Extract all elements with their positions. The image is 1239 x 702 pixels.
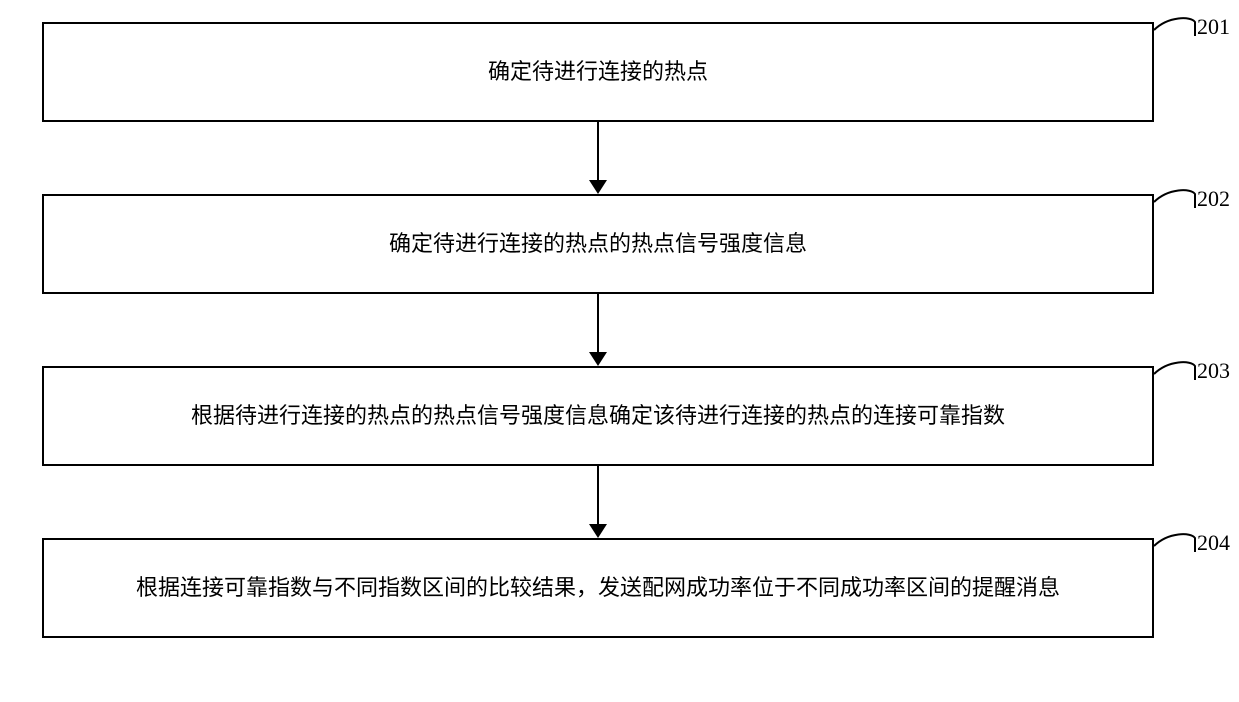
flow-step-label: 确定待进行连接的热点的热点信号强度信息 <box>389 229 807 260</box>
flow-arrow <box>585 294 611 366</box>
callout-curve <box>1148 516 1201 568</box>
flow-step-number: 204 <box>1197 530 1230 556</box>
flow-step-label: 根据连接可靠指数与不同指数区间的比较结果，发送配网成功率位于不同成功率区间的提醒… <box>136 573 1060 604</box>
flow-step-box: 确定待进行连接的热点的热点信号强度信息 <box>42 194 1154 294</box>
flow-step-number: 202 <box>1197 186 1230 212</box>
callout-curve <box>1148 0 1201 52</box>
callout-curve <box>1148 344 1201 396</box>
flow-step-number: 203 <box>1197 358 1230 384</box>
flow-step-label: 根据待进行连接的热点的热点信号强度信息确定该待进行连接的热点的连接可靠指数 <box>191 401 1005 432</box>
flow-arrow <box>585 122 611 194</box>
flow-arrow <box>585 466 611 538</box>
flow-step-box: 根据待进行连接的热点的热点信号强度信息确定该待进行连接的热点的连接可靠指数 <box>42 366 1154 466</box>
flowchart-canvas: 确定待进行连接的热点 201 确定待进行连接的热点的热点信号强度信息 202 根据待进行… <box>0 0 1239 702</box>
flow-step-box: 根据连接可靠指数与不同指数区间的比较结果，发送配网成功率位于不同成功率区间的提醒… <box>42 538 1154 638</box>
flow-step-label: 确定待进行连接的热点 <box>488 57 708 88</box>
flow-step-number: 201 <box>1197 14 1230 40</box>
flow-step-box: 确定待进行连接的热点 <box>42 22 1154 122</box>
callout-curve <box>1148 172 1201 224</box>
